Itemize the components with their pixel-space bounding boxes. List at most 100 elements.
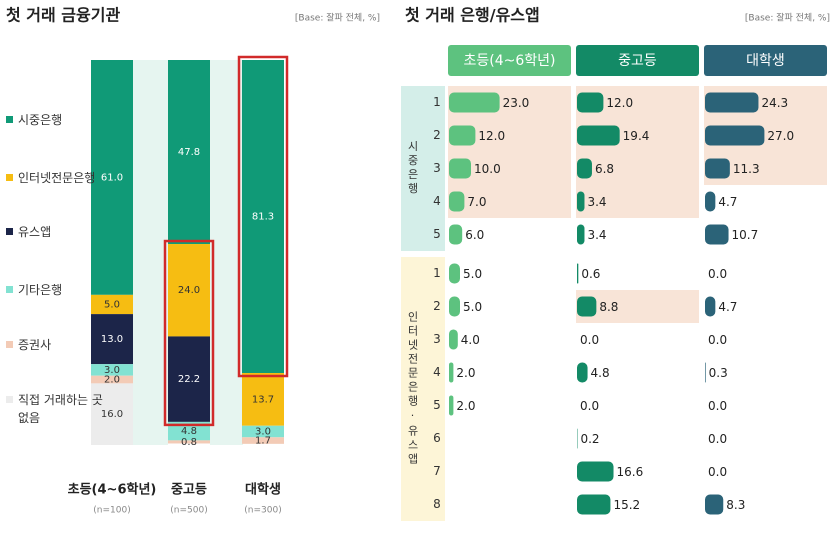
value-label: 11.3 bbox=[733, 162, 760, 176]
highlight-cell bbox=[576, 290, 699, 323]
value-label: 12.0 bbox=[478, 129, 505, 143]
category-note: (n=500) bbox=[170, 506, 207, 516]
value-label: 27.0 bbox=[767, 129, 794, 143]
bar-segment bbox=[168, 440, 210, 444]
value-label: 6.0 bbox=[465, 228, 484, 242]
legend-item: 기타은행 bbox=[6, 281, 110, 299]
rank-label: 2 bbox=[433, 299, 441, 313]
value-label: 1.7 bbox=[255, 436, 271, 447]
value-label: 4.8 bbox=[591, 366, 610, 380]
rank-label: 1 bbox=[433, 266, 441, 280]
category-note: (n=100) bbox=[93, 506, 130, 516]
value-label: 61.0 bbox=[101, 172, 123, 183]
value-label: 0.0 bbox=[580, 399, 599, 413]
backdrop bbox=[210, 60, 243, 445]
value-label: 4.7 bbox=[718, 195, 737, 209]
value-label: 16.0 bbox=[101, 409, 123, 420]
value-label: 15.2 bbox=[613, 498, 640, 512]
bar-segment bbox=[242, 60, 284, 374]
legend-item: 인터넷전문은행 bbox=[6, 169, 110, 187]
group-label: 시중은행 bbox=[406, 141, 419, 197]
category-label: 초등(4~6학년) bbox=[68, 482, 157, 498]
bar-segment bbox=[91, 60, 133, 295]
highlight-box bbox=[237, 55, 289, 378]
bar bbox=[705, 92, 759, 113]
column-header-label: 대학생 bbox=[746, 53, 785, 69]
bar bbox=[577, 362, 588, 383]
bar bbox=[705, 191, 716, 212]
category-label: 대학생 bbox=[245, 482, 281, 498]
group-box bbox=[401, 86, 445, 251]
bar-segment bbox=[242, 425, 284, 438]
value-label: 24.3 bbox=[761, 96, 788, 110]
highlight-cell bbox=[576, 185, 699, 218]
legend-item: 시중은행 bbox=[6, 111, 110, 129]
value-label: 0.0 bbox=[708, 267, 727, 281]
rank-label: 1 bbox=[433, 95, 441, 109]
value-label: 3.4 bbox=[587, 228, 606, 242]
value-label: 5.0 bbox=[463, 267, 482, 281]
bar bbox=[449, 158, 471, 179]
highlight-cell bbox=[576, 152, 699, 185]
value-label: 5.0 bbox=[104, 299, 120, 310]
bar bbox=[449, 191, 465, 212]
bar bbox=[577, 158, 592, 179]
legend-item: 직접 거래하는 곳 없음 bbox=[6, 391, 110, 427]
bar bbox=[705, 158, 730, 179]
rank-label: 7 bbox=[433, 464, 441, 478]
bar bbox=[577, 191, 585, 212]
rank-label: 5 bbox=[433, 398, 441, 412]
rank-label: 3 bbox=[433, 332, 441, 346]
value-label: 47.8 bbox=[178, 147, 200, 158]
category-note: (n=300) bbox=[244, 506, 281, 516]
value-label: 8.8 bbox=[599, 300, 618, 314]
bar bbox=[449, 362, 454, 383]
value-label: 10.0 bbox=[474, 162, 501, 176]
bar-segment bbox=[91, 294, 133, 315]
bar bbox=[577, 461, 614, 482]
rank-label: 4 bbox=[433, 194, 441, 208]
value-label: 0.6 bbox=[581, 267, 600, 281]
value-label: 81.3 bbox=[252, 212, 274, 223]
bar-segment bbox=[168, 60, 210, 245]
rank-label: 2 bbox=[433, 128, 441, 142]
value-label: 13.7 bbox=[252, 394, 274, 405]
value-label: 5.0 bbox=[463, 300, 482, 314]
legend-label: 시중은행 bbox=[18, 113, 63, 127]
bar-segment bbox=[91, 364, 133, 376]
value-label: 13.0 bbox=[101, 334, 123, 345]
value-label: 19.4 bbox=[623, 129, 650, 143]
column-header-label: 초등(4~6학년) bbox=[464, 53, 556, 69]
category-label: 중고등 bbox=[171, 483, 207, 498]
value-label: 8.3 bbox=[726, 498, 745, 512]
legend-label: 유스앱 bbox=[18, 225, 52, 239]
bar-segment bbox=[91, 314, 133, 365]
value-label: 0.0 bbox=[708, 432, 727, 446]
base-note: [Base: 잘파 전체, %] bbox=[295, 12, 380, 24]
value-label: 10.7 bbox=[732, 228, 759, 242]
bar-segment bbox=[168, 336, 210, 422]
value-label: 23.0 bbox=[503, 96, 530, 110]
value-label: 24.0 bbox=[178, 285, 200, 296]
legend-item: 유스앱 bbox=[6, 223, 110, 241]
bar bbox=[705, 224, 729, 245]
bar-segment bbox=[242, 437, 284, 444]
value-label: 7.0 bbox=[467, 195, 486, 209]
bar bbox=[577, 125, 620, 146]
legend-label: 증권사 bbox=[18, 338, 52, 352]
bar-segment bbox=[91, 375, 133, 384]
column-header bbox=[448, 45, 571, 76]
bar bbox=[449, 224, 463, 245]
bar bbox=[577, 494, 611, 515]
rank-label: 6 bbox=[433, 431, 441, 445]
value-label: 3.4 bbox=[587, 195, 606, 209]
chart-title: 첫 거래 은행/유스앱 bbox=[405, 6, 540, 25]
legend-swatch bbox=[6, 341, 13, 348]
value-label: 2.0 bbox=[456, 399, 475, 413]
value-label: 4.8 bbox=[181, 426, 197, 437]
value-label: 3.0 bbox=[104, 365, 120, 376]
bar-segment bbox=[91, 383, 133, 445]
group-label: 인터넷전문은행·유스앱 bbox=[406, 311, 419, 467]
legend-swatch bbox=[6, 286, 13, 293]
